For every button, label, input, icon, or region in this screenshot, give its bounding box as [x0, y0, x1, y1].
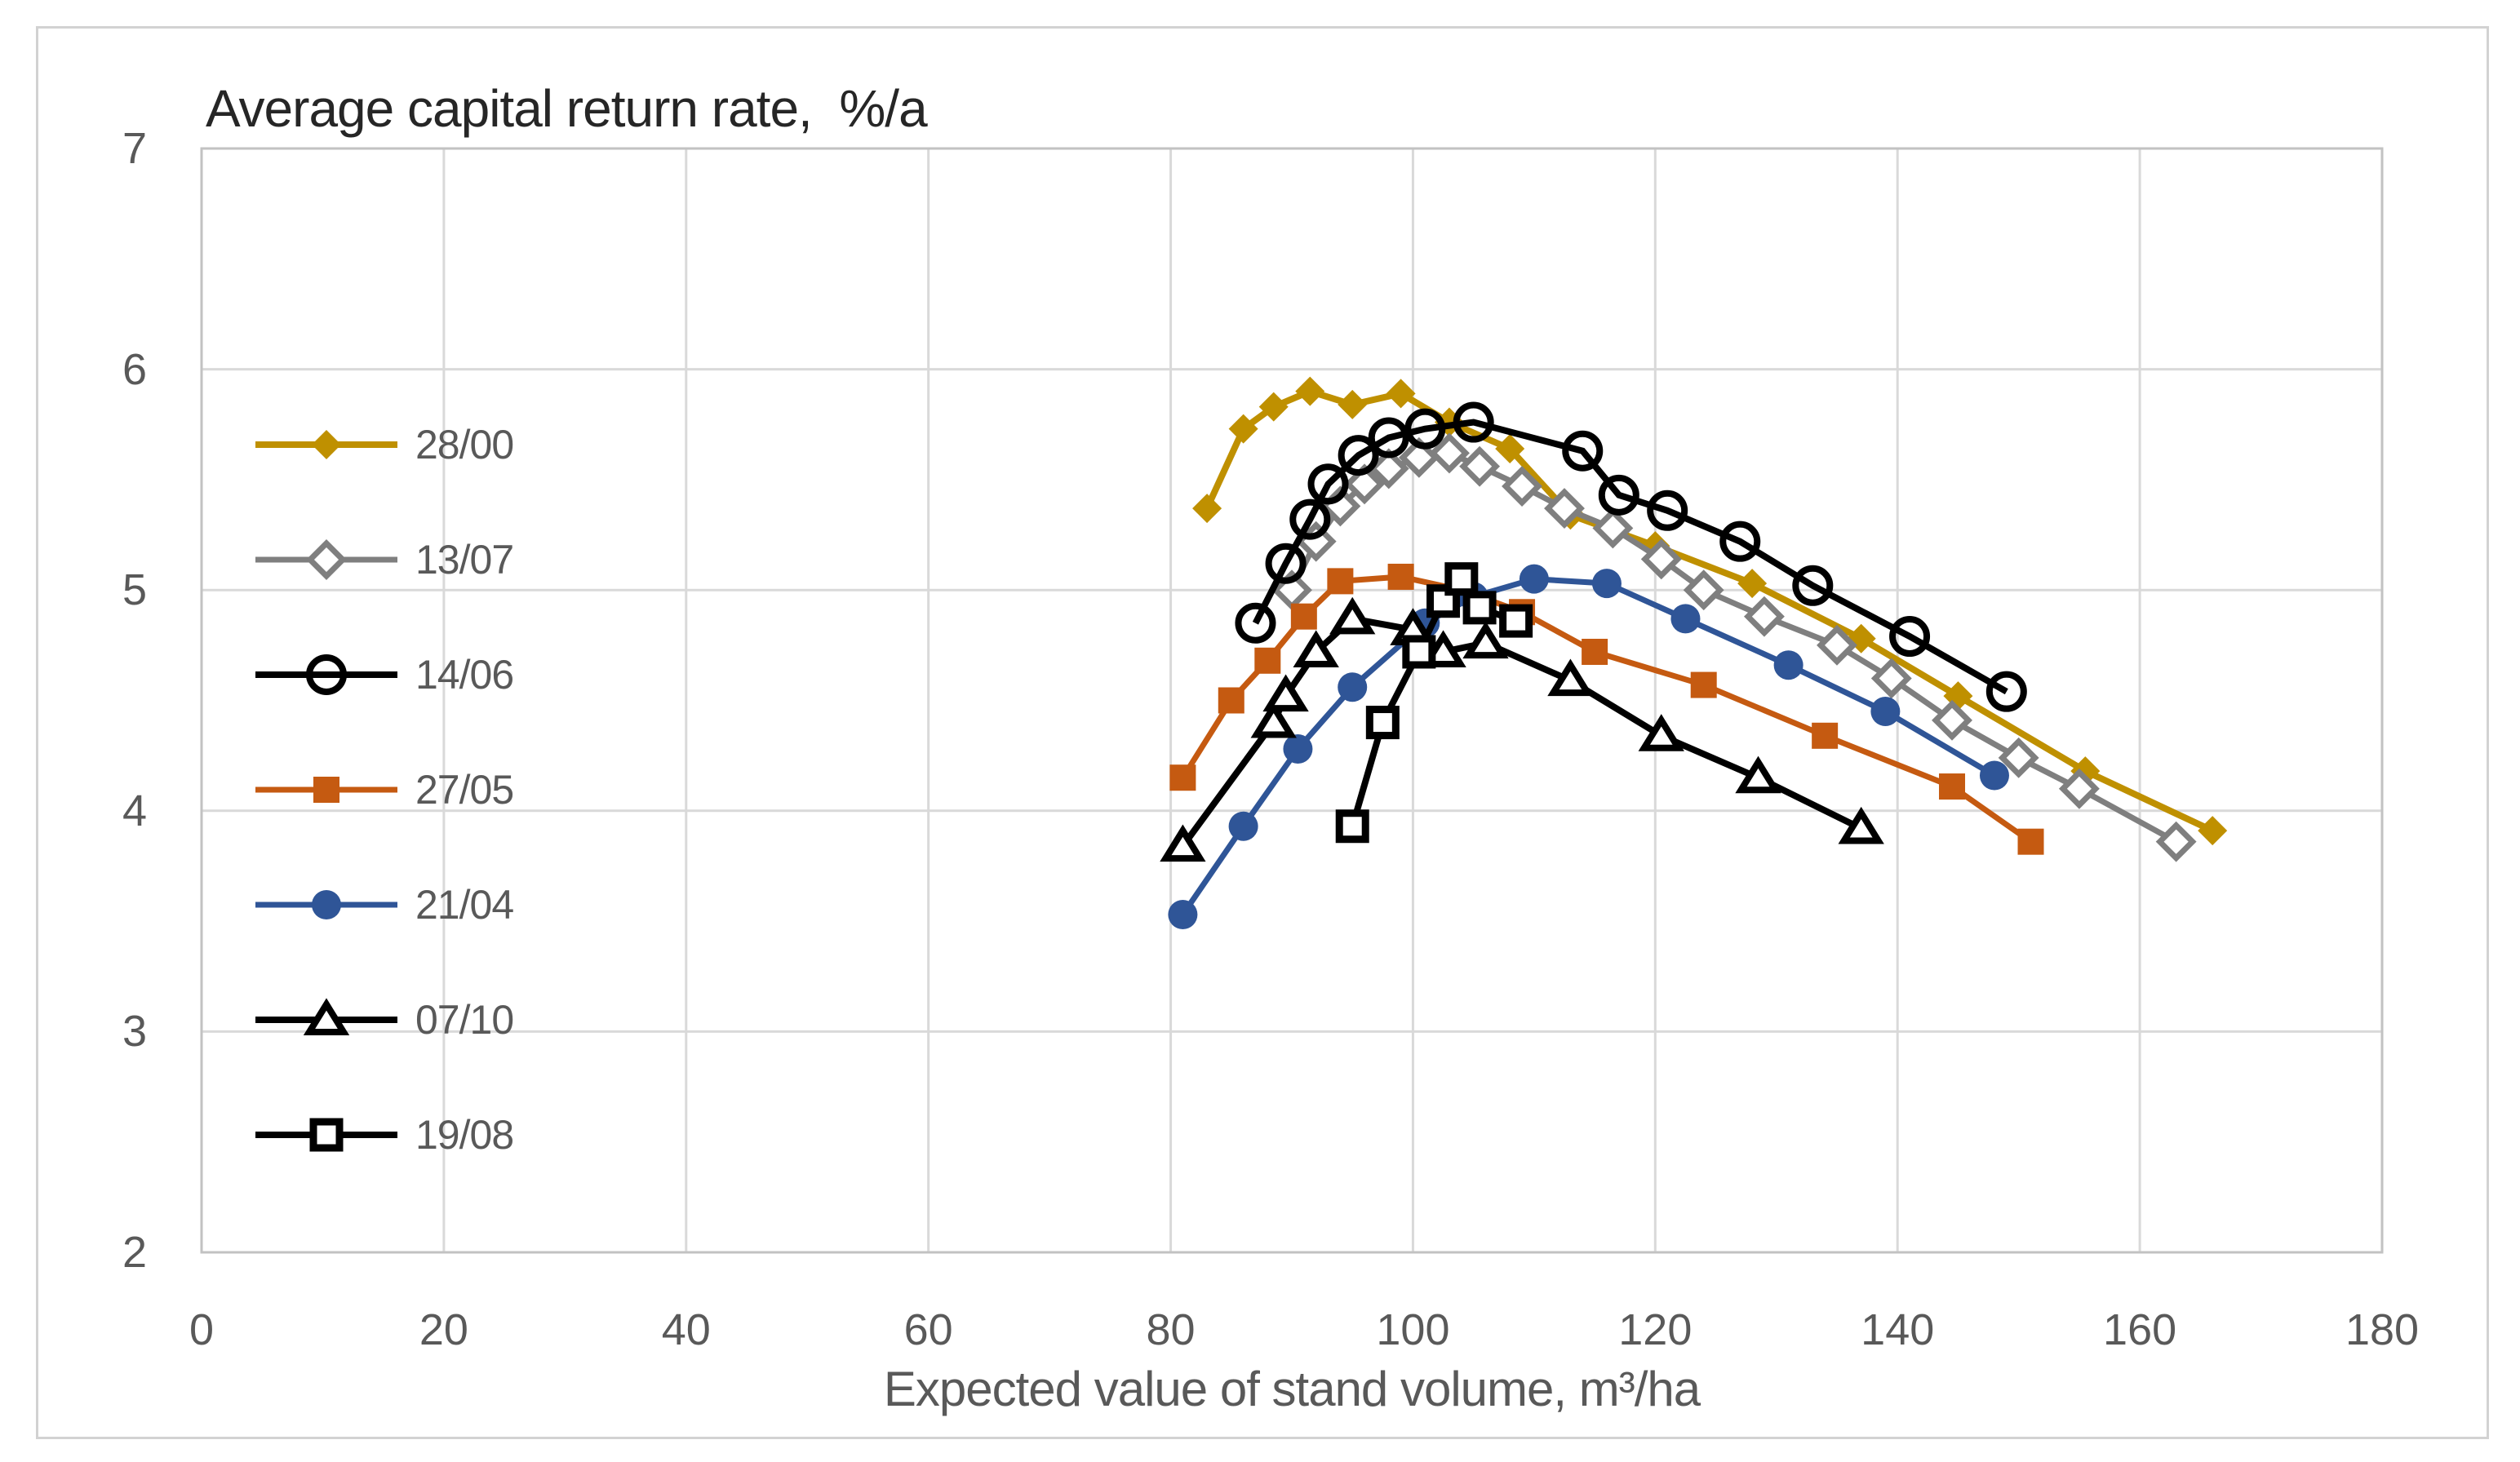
legend-item-19-08: 19/08 [254, 1077, 514, 1192]
y-tick-label-4: 4 [122, 786, 147, 835]
legend-marker-07-10 [255, 997, 397, 1035]
y-tick-label-6: 6 [122, 344, 147, 394]
legend-marker-21-04 [255, 889, 397, 919]
x-tick-label-140: 140 [1861, 1305, 1935, 1354]
legend-item-21-04: 21/04 [254, 847, 514, 962]
series-07-10 [1160, 596, 1884, 862]
chart-title: Average capital return rate, %/a [206, 79, 928, 138]
x-tick-label-160: 160 [2103, 1305, 2177, 1354]
x-tick-label-40: 40 [661, 1305, 711, 1354]
legend-label-21-04: 21/04 [415, 881, 514, 928]
y-tick-label-7: 7 [122, 124, 147, 173]
y-tick-label-3: 3 [122, 1007, 147, 1057]
series-13-07 [1271, 432, 2197, 862]
y-tick-label-2: 2 [122, 1228, 147, 1277]
legend-label-19-08: 19/08 [415, 1111, 514, 1158]
legend-label-14-06: 14/06 [415, 651, 514, 698]
legend-label-13-07: 13/07 [415, 536, 514, 583]
x-tick-label-120: 120 [1618, 1305, 1693, 1354]
y-tick-label-5: 5 [122, 565, 147, 615]
legend-item-28-00: 28/00 [254, 387, 514, 502]
x-tick-label-80: 80 [1146, 1305, 1196, 1354]
legend-item-07-10: 07/10 [254, 962, 514, 1077]
x-tick-label-100: 100 [1376, 1305, 1450, 1354]
legend-marker-14-06 [255, 653, 397, 695]
legend-label-27-05: 27/05 [415, 766, 514, 813]
series-19-08 [1335, 562, 1533, 844]
legend-marker-13-07 [255, 538, 397, 580]
legend-label-28-00: 28/00 [415, 421, 514, 467]
legend-item-27-05: 27/05 [254, 732, 514, 847]
x-tick-label-20: 20 [419, 1305, 468, 1354]
legend: 28/00 13/07 14/06 27/05 21/04 07/10 19/08 [254, 387, 514, 1192]
legend-item-14-06: 14/06 [254, 617, 514, 732]
legend-marker-19-08 [255, 1118, 397, 1151]
x-axis-title: Expected value of stand volume, m³/ha [883, 1362, 1701, 1416]
series-14-06 [1235, 401, 2027, 712]
legend-item-13-07: 13/07 [254, 502, 514, 617]
x-tick-label-60: 60 [903, 1305, 953, 1354]
x-tick-label-180: 180 [2345, 1305, 2420, 1354]
plot-border [200, 147, 2384, 1254]
legend-marker-27-05 [255, 776, 397, 803]
x-tick-label-0: 0 [189, 1305, 215, 1354]
legend-label-07-10: 07/10 [415, 996, 514, 1043]
legend-marker-28-00 [255, 429, 397, 459]
